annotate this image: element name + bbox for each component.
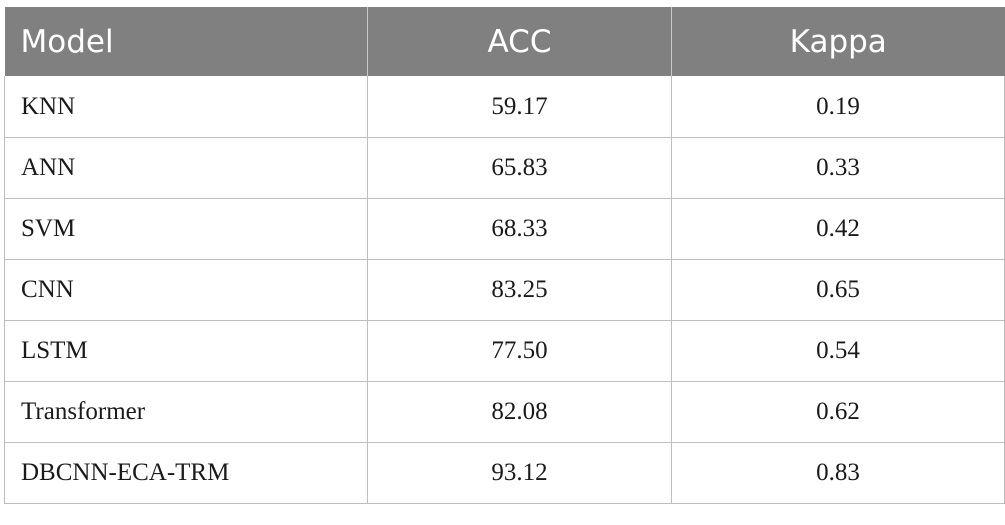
cell-kappa: 0.62: [671, 381, 1005, 443]
table-row: Transformer 82.08 0.62: [4, 381, 1005, 443]
cell-kappa: 0.19: [671, 76, 1005, 138]
table-row: CNN 83.25 0.65: [4, 259, 1005, 321]
cell-kappa: 0.33: [671, 137, 1005, 199]
table-row: SVM 68.33 0.42: [4, 198, 1005, 260]
cell-acc: 59.17: [367, 76, 672, 138]
results-table: Model ACC Kappa KNN 59.17 0.19 ANN 65.83…: [4, 7, 1005, 504]
header-kappa: Kappa: [671, 7, 1005, 76]
cell-model: CNN: [4, 259, 368, 321]
cell-acc: 65.83: [367, 137, 672, 199]
header-model: Model: [4, 7, 368, 76]
cell-model: LSTM: [4, 320, 368, 382]
results-table-container: Model ACC Kappa KNN 59.17 0.19 ANN 65.83…: [4, 7, 1005, 504]
table-row: ANN 65.83 0.33: [4, 137, 1005, 199]
cell-model: Transformer: [4, 381, 368, 443]
cell-model: SVM: [4, 198, 368, 260]
cell-model: KNN: [4, 76, 368, 138]
header-row: Model ACC Kappa: [4, 7, 1005, 76]
cell-acc: 68.33: [367, 198, 672, 260]
cell-acc: 77.50: [367, 320, 672, 382]
table-header: Model ACC Kappa: [4, 7, 1005, 76]
cell-kappa: 0.42: [671, 198, 1005, 260]
cell-kappa: 0.83: [671, 442, 1005, 504]
header-acc: ACC: [367, 7, 672, 76]
cell-model: DBCNN-ECA-TRM: [4, 442, 368, 504]
cell-acc: 93.12: [367, 442, 672, 504]
table-body: KNN 59.17 0.19 ANN 65.83 0.33 SVM 68.33 …: [4, 76, 1005, 504]
table-row: KNN 59.17 0.19: [4, 76, 1005, 138]
cell-acc: 83.25: [367, 259, 672, 321]
table-row: LSTM 77.50 0.54: [4, 320, 1005, 382]
cell-kappa: 0.54: [671, 320, 1005, 382]
cell-kappa: 0.65: [671, 259, 1005, 321]
cell-model: ANN: [4, 137, 368, 199]
cell-acc: 82.08: [367, 381, 672, 443]
table-row: DBCNN-ECA-TRM 93.12 0.83: [4, 442, 1005, 504]
